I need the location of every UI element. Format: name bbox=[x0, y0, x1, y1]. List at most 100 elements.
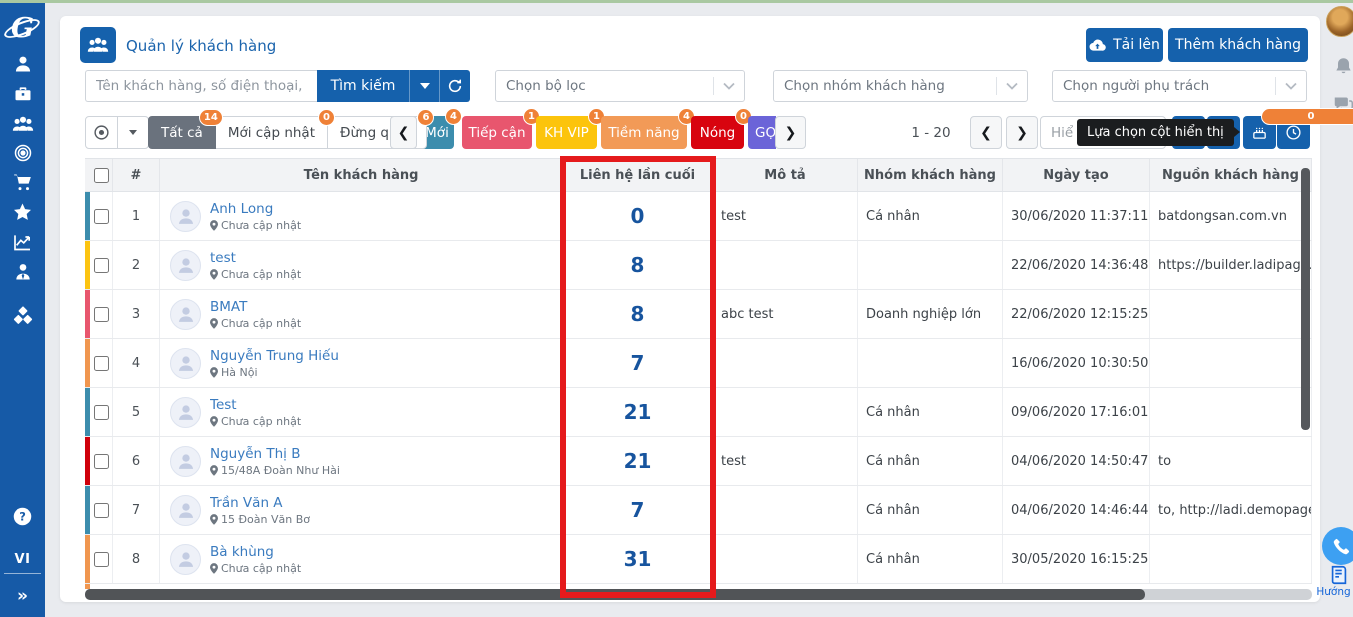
sidebar-item-target-icon[interactable] bbox=[0, 140, 45, 166]
refresh-button[interactable] bbox=[439, 70, 470, 102]
vertical-scrollbar-thumb[interactable] bbox=[1301, 168, 1310, 430]
pagination-next-button[interactable]: ❯ bbox=[1006, 116, 1038, 149]
search-options-dropdown[interactable] bbox=[409, 70, 439, 102]
customer-name-link[interactable]: BMAT bbox=[210, 298, 248, 315]
filter-select[interactable]: Chọn bộ lọc bbox=[495, 70, 745, 102]
customer-name-link[interactable]: test bbox=[210, 249, 236, 266]
select-all-checkbox[interactable] bbox=[93, 167, 109, 183]
search-input[interactable] bbox=[85, 70, 317, 102]
group-cell bbox=[858, 339, 1003, 387]
sidebar-collapse-toggle[interactable]: » bbox=[0, 583, 45, 609]
tag-goi[interactable]: GỌ bbox=[748, 116, 776, 149]
customer-avatar bbox=[170, 396, 201, 428]
row-index: 8 bbox=[113, 535, 160, 583]
assignee-select[interactable]: Chọn người phụ trách bbox=[1052, 70, 1307, 102]
tab-recently-updated[interactable]: Mới cập nhật 0 bbox=[215, 109, 335, 149]
row-status-stripe bbox=[85, 192, 90, 240]
row-checkbox[interactable] bbox=[93, 208, 109, 224]
col-header-source[interactable]: Nguồn khách hàng bbox=[1150, 159, 1312, 191]
upload-button[interactable]: Tải lên bbox=[1086, 28, 1163, 62]
tab-label: Tất cả bbox=[161, 124, 203, 141]
add-customer-button[interactable]: Thêm khách hàng bbox=[1168, 28, 1308, 62]
col-header-index[interactable]: # bbox=[113, 159, 160, 191]
sidebar-item-customers-icon[interactable] bbox=[0, 111, 45, 137]
row-checkbox[interactable] bbox=[93, 551, 109, 567]
tag-tiem-nang[interactable]: Tiềm năng 4 bbox=[601, 108, 695, 149]
status-radio-button[interactable] bbox=[86, 117, 117, 148]
call-support-button[interactable] bbox=[1322, 527, 1353, 565]
row-checkbox[interactable] bbox=[93, 502, 109, 518]
customer-location: 15/48A Đoàn Như Hài bbox=[221, 463, 340, 477]
created-date-cell: 04/06/2020 14:50:47 bbox=[1003, 437, 1150, 485]
sidebar-item-help[interactable]: ? bbox=[0, 503, 45, 529]
user-avatar[interactable] bbox=[1326, 6, 1353, 37]
customer-name-link[interactable]: Bà khùng bbox=[210, 543, 274, 560]
sidebar-item-modules-icon[interactable] bbox=[0, 303, 45, 329]
customer-group-select[interactable]: Chọn nhóm khách hàng bbox=[773, 70, 1028, 102]
sidebar-item-staff-icon[interactable] bbox=[0, 259, 45, 285]
customer-avatar bbox=[170, 249, 201, 281]
description-cell bbox=[713, 241, 858, 289]
status-dropdown-button[interactable] bbox=[117, 117, 148, 148]
col-header-created[interactable]: Ngày tạo bbox=[1003, 159, 1150, 191]
row-checkbox[interactable] bbox=[93, 404, 109, 420]
customer-location: Chưa cập nhật bbox=[221, 316, 302, 330]
customer-name-link[interactable]: Nguyễn Trung Hiếu bbox=[210, 347, 339, 364]
top-accent-line bbox=[0, 0, 1353, 3]
tags-scroll-left-button[interactable]: ❮ bbox=[390, 116, 417, 149]
user-icon bbox=[15, 56, 30, 72]
col-header-description[interactable]: Mô tả bbox=[713, 159, 858, 191]
row-checkbox[interactable] bbox=[93, 257, 109, 273]
table-row: 5 Test Chưa cập nhật 21 Cá nhân 09/06/20… bbox=[85, 388, 1312, 437]
sidebar-language-toggle[interactable]: VI bbox=[0, 546, 45, 572]
location-pin-icon bbox=[210, 513, 218, 525]
sidebar-item-cart-icon[interactable] bbox=[0, 169, 45, 195]
customer-name-link[interactable]: Nguyễn Thị B bbox=[210, 445, 301, 462]
search-button[interactable]: Tìm kiếm bbox=[317, 70, 409, 102]
tab-all[interactable]: Tất cả 14 bbox=[148, 109, 223, 149]
col-header-name[interactable]: Tên khách hàng bbox=[160, 159, 563, 191]
sidebar-item-report-icon[interactable] bbox=[0, 229, 45, 255]
row-checkbox[interactable] bbox=[93, 355, 109, 371]
customer-avatar bbox=[170, 445, 201, 477]
table-row: 1 Anh Long Chưa cập nhật 0 test Cá nhân … bbox=[85, 192, 1312, 241]
col-header-group[interactable]: Nhóm khách hàng bbox=[858, 159, 1003, 191]
column-picker-tooltip: Lựa chọn cột hiển thị bbox=[1077, 119, 1240, 146]
row-status-stripe bbox=[85, 437, 90, 485]
customer-name-link[interactable]: Anh Long bbox=[210, 200, 274, 217]
tag-nong[interactable]: Nóng 0 bbox=[691, 108, 752, 149]
customer-location: Chưa cập nhật bbox=[221, 414, 302, 428]
description-cell bbox=[713, 339, 858, 387]
app-logo[interactable]: G bbox=[1, 11, 43, 47]
guide-button[interactable]: Hướng d bbox=[1316, 564, 1353, 598]
customer-location: Chưa cập nhật bbox=[221, 561, 302, 575]
tags-scroll-right-button[interactable]: ❯ bbox=[775, 116, 806, 149]
location-pin-icon bbox=[210, 268, 218, 280]
pagination-prev-button[interactable]: ❮ bbox=[970, 116, 1002, 149]
customer-name-link[interactable]: Test bbox=[210, 396, 237, 413]
created-date-cell: 09/06/2020 17:16:01 bbox=[1003, 388, 1150, 436]
tab-badge: 0 bbox=[318, 109, 335, 126]
description-cell: test bbox=[713, 192, 858, 240]
sidebar-item-user-icon[interactable] bbox=[0, 51, 45, 77]
created-date-cell: 04/06/2020 14:46:44 bbox=[1003, 486, 1150, 534]
person-placeholder-icon bbox=[178, 307, 193, 322]
col-header-last-contact[interactable]: Liên hệ lần cuối bbox=[563, 159, 713, 191]
guide-label: Hướng d bbox=[1316, 586, 1353, 598]
last-contact-value: 31 bbox=[563, 535, 713, 583]
source-cell: batdongsan.com.vn bbox=[1150, 192, 1312, 240]
page-title: Quản lý khách hàng bbox=[126, 37, 277, 55]
horizontal-scrollbar-thumb[interactable] bbox=[85, 589, 1145, 600]
customer-name-link[interactable]: Trần Văn A bbox=[210, 494, 283, 511]
tag-kh-vip[interactable]: KH VIP 1 bbox=[536, 108, 605, 149]
notification-bell-button[interactable] bbox=[1333, 56, 1353, 81]
row-checkbox[interactable] bbox=[93, 306, 109, 322]
row-checkbox[interactable] bbox=[93, 453, 109, 469]
guide-book-icon bbox=[1331, 565, 1346, 585]
tag-tiep-can[interactable]: Tiếp cận 1 bbox=[462, 108, 540, 149]
sidebar-item-star-icon[interactable] bbox=[0, 199, 45, 225]
source-cell: https://builder.ladipage.c bbox=[1150, 241, 1312, 289]
chevron-down-icon bbox=[1276, 82, 1306, 90]
row-status-stripe bbox=[85, 388, 90, 436]
sidebar-item-briefcase-icon[interactable] bbox=[0, 81, 45, 107]
